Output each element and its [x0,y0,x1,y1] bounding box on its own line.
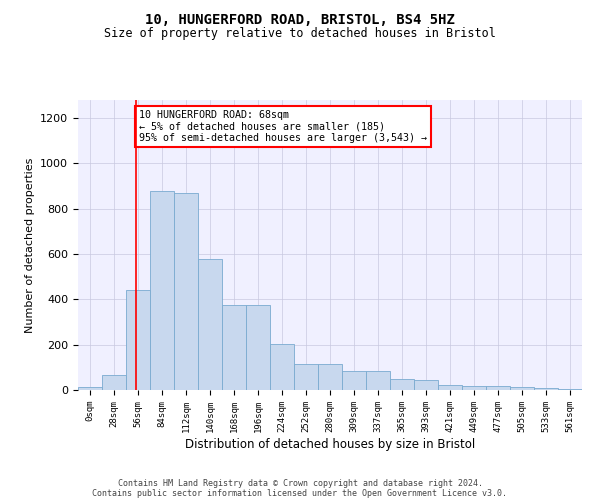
Bar [78,388,102,390]
Text: Contains public sector information licensed under the Open Government Licence v3: Contains public sector information licen… [92,488,508,498]
Text: 10 HUNGERFORD ROAD: 68sqm
← 5% of detached houses are smaller (185)
95% of semi-: 10 HUNGERFORD ROAD: 68sqm ← 5% of detach… [139,110,427,144]
Bar [342,370,366,390]
Bar [462,386,486,390]
Bar [222,305,246,390]
Bar [414,380,438,390]
Bar [390,378,414,390]
Bar [510,388,534,390]
Y-axis label: Number of detached properties: Number of detached properties [25,158,35,332]
Bar [438,386,462,390]
Bar [198,258,222,390]
Bar [294,364,318,390]
Bar [126,290,150,390]
Bar [366,370,390,390]
Bar [246,305,270,390]
Bar [318,364,342,390]
Bar [534,388,558,390]
X-axis label: Distribution of detached houses by size in Bristol: Distribution of detached houses by size … [185,438,475,450]
Text: Contains HM Land Registry data © Crown copyright and database right 2024.: Contains HM Land Registry data © Crown c… [118,478,482,488]
Text: Size of property relative to detached houses in Bristol: Size of property relative to detached ho… [104,28,496,40]
Bar [486,386,510,390]
Bar [174,193,198,390]
Bar [558,389,582,390]
Bar [102,376,126,390]
Text: 10, HUNGERFORD ROAD, BRISTOL, BS4 5HZ: 10, HUNGERFORD ROAD, BRISTOL, BS4 5HZ [145,12,455,26]
Bar [270,344,294,390]
Bar [150,190,174,390]
